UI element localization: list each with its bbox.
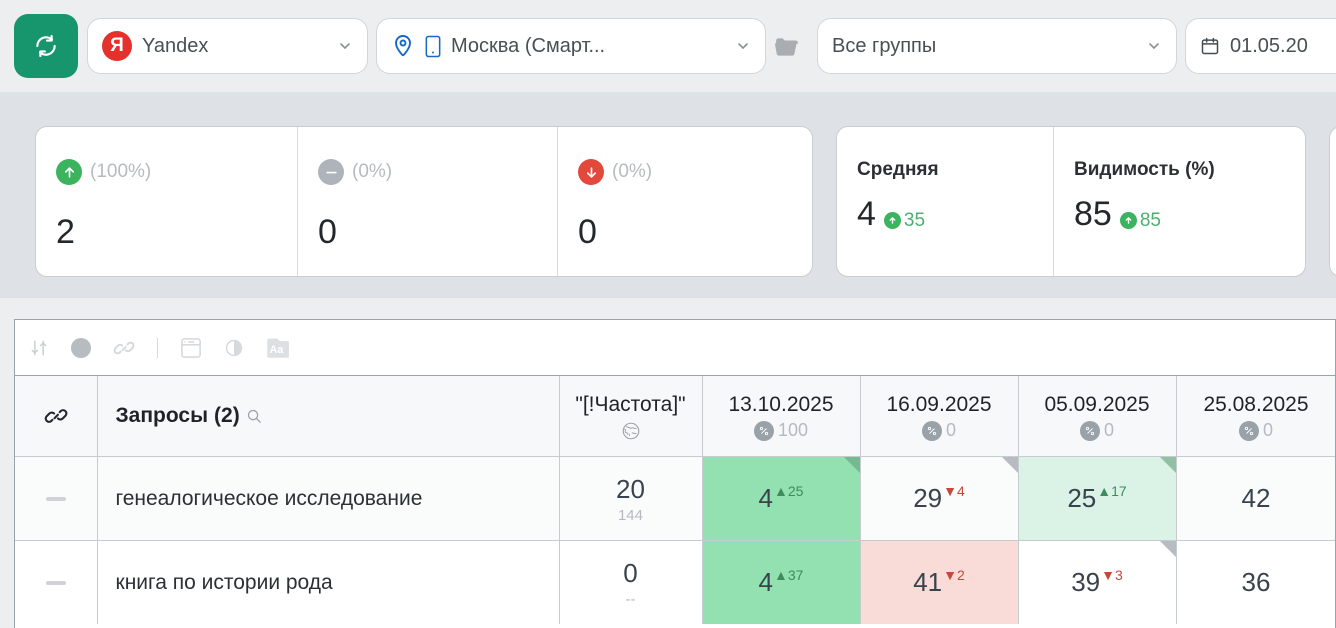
svg-text:Aa: Aa <box>269 343 283 355</box>
